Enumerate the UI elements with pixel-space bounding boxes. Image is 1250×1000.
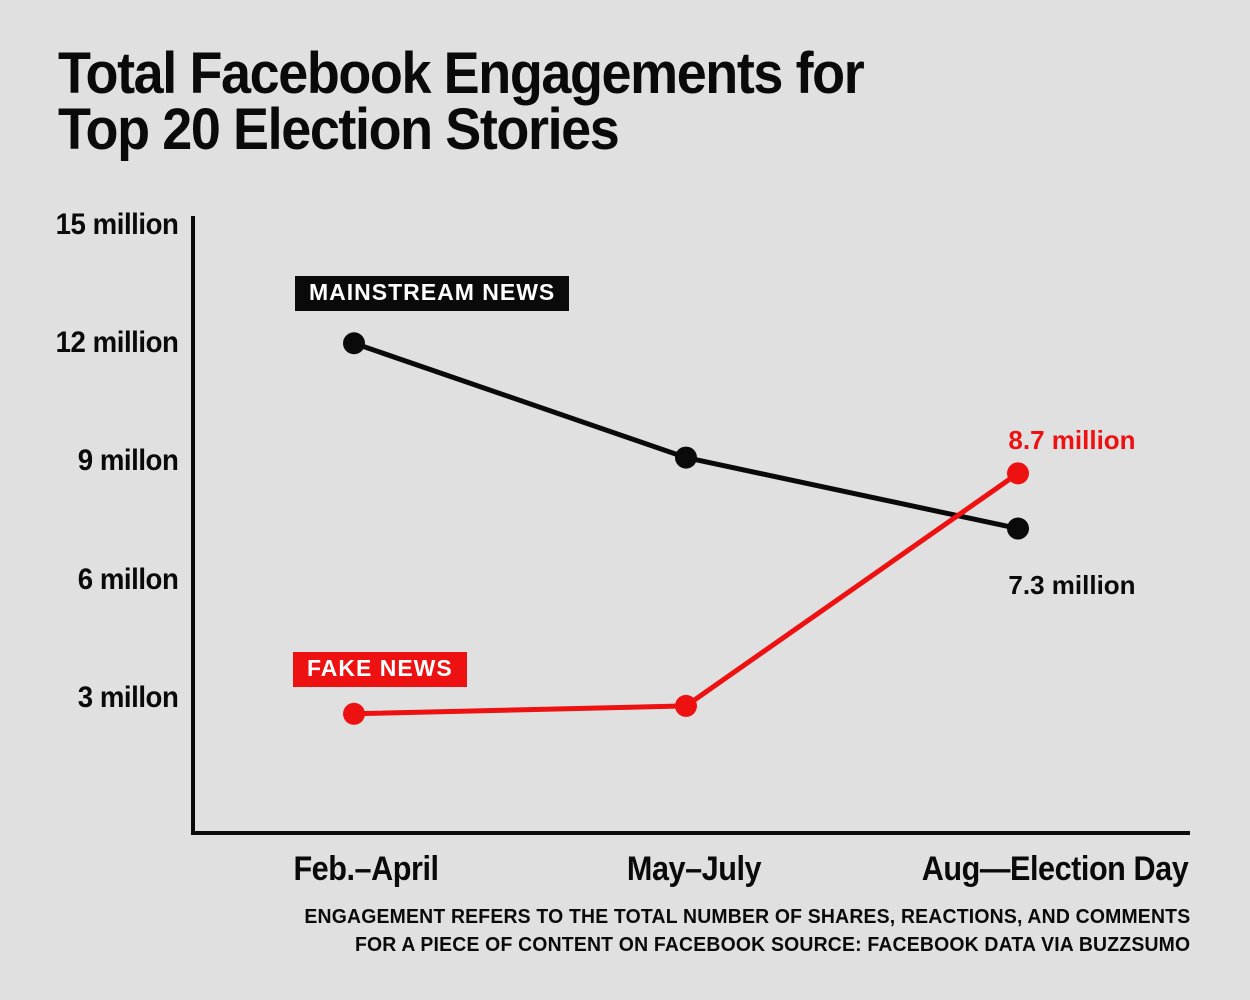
mainstream-news-tag: MAINSTREAM NEWS <box>295 276 570 311</box>
mainstream-news-data-point <box>1007 517 1029 540</box>
chart-title-line1: Total Facebook Engagements for <box>58 41 865 106</box>
y-tick-label-6m: 6 millon <box>77 563 178 596</box>
fake-news-tag: FAKE NEWS <box>293 652 467 687</box>
y-tick-label-12m: 12 million <box>55 326 178 359</box>
chart-title-line2: Top 20 Election Stories <box>58 97 620 162</box>
fake-news-data-point <box>675 694 697 717</box>
x-axis-label-feb-april: Feb.–April <box>293 850 439 888</box>
fake-end-value-label: 8.7 million <box>1008 425 1136 455</box>
mainstream-news-data-point <box>343 332 365 355</box>
mainstream-end-value-label: 7.3 million <box>1008 570 1136 600</box>
x-axis-line <box>191 831 1190 835</box>
y-axis-line <box>191 216 195 833</box>
source-footnote: ENGAGEMENT REFERS TO THE TOTAL NUMBER OF… <box>304 903 1190 959</box>
mainstream-news-data-point <box>675 446 697 469</box>
fake-news-data-point <box>1007 462 1029 485</box>
y-tick-label-15m: 15 million <box>55 208 178 241</box>
y-tick-label-9m: 9 millon <box>77 444 178 477</box>
fake-news-data-point <box>343 702 365 725</box>
mainstream-news-line <box>353 340 1019 531</box>
x-axis-label-may-july: May–July <box>626 850 762 888</box>
chart-title: Total Facebook Engagements for Top 20 El… <box>58 41 865 162</box>
y-tick-label-3m: 3 millon <box>77 681 178 714</box>
x-axis-label-aug-election: Aug—Election Day <box>921 850 1189 888</box>
footnote-line1: ENGAGEMENT REFERS TO THE TOTAL NUMBER OF… <box>304 906 1190 928</box>
footnote-line2: FOR A PIECE OF CONTENT ON FACEBOOK SOURC… <box>354 934 1190 956</box>
